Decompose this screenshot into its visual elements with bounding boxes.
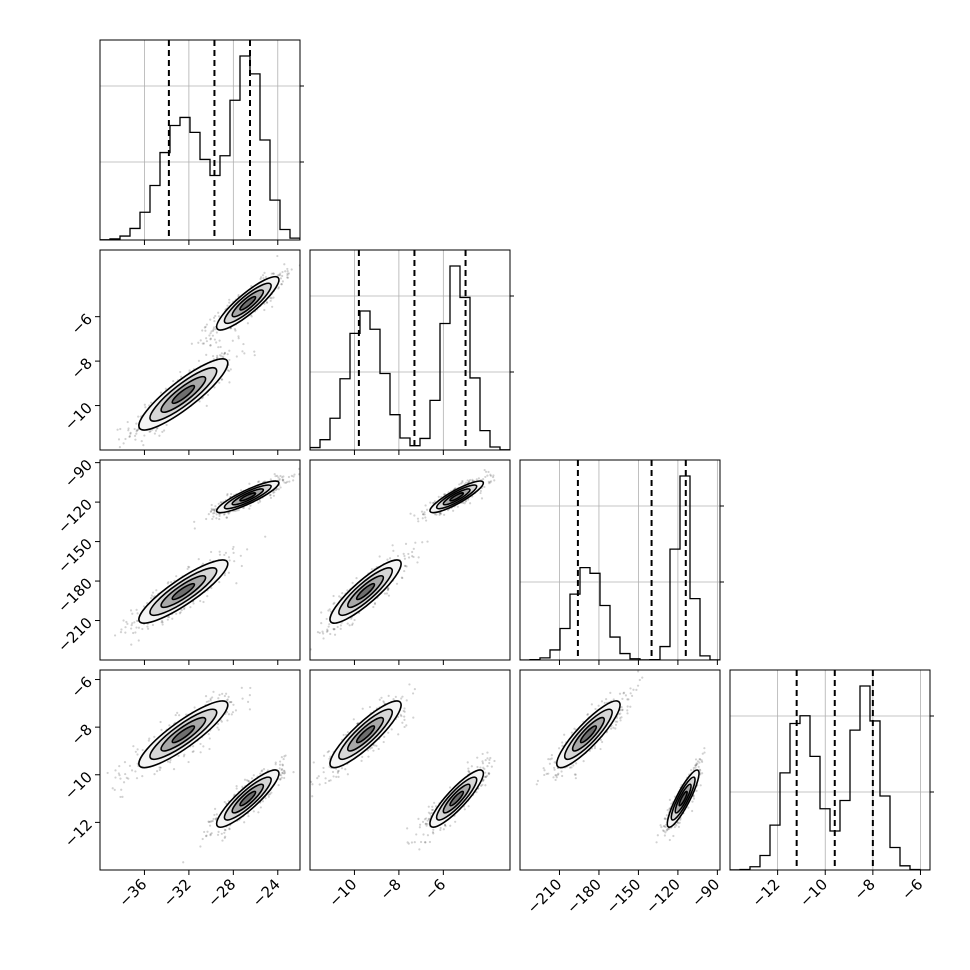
contour-3-1-0-3	[355, 725, 376, 744]
panel-frame	[309, 249, 511, 451]
histogram-0	[100, 55, 300, 240]
x-tick-label: −6	[898, 875, 926, 903]
y-tick-label: −8	[68, 354, 96, 382]
panel-frame	[99, 459, 301, 661]
contour-3-1-1-3	[449, 790, 465, 807]
contour-3-0-0-3	[171, 725, 196, 744]
x-tick-label: −12	[749, 875, 784, 910]
contour-2-0-0-3	[171, 582, 196, 601]
y-tick-label: −6	[68, 673, 96, 701]
panel-2-1	[309, 459, 511, 665]
x-tick-label: −210	[524, 875, 566, 917]
y-tick-label: −12	[61, 816, 96, 851]
panel-3-0: −36 −32 −28 −24 −12 −10 −8 −6	[61, 669, 301, 910]
x-tick-label: −90	[688, 875, 723, 910]
histogram-1	[310, 265, 510, 450]
contour-3-0-1-3	[239, 790, 257, 807]
contour-2-0-1-3	[239, 492, 257, 502]
panel-1-0: −10 −8 −6	[61, 249, 301, 455]
panel-frame	[99, 669, 301, 871]
contour-1-0-1-3	[239, 295, 257, 311]
panel-frame	[729, 669, 931, 871]
contour-2-1-1-3	[449, 492, 465, 502]
panel-0-0	[99, 39, 304, 245]
x-tick-label: −180	[563, 875, 605, 917]
x-tick-label: −120	[642, 875, 684, 917]
y-tick-label: −10	[61, 399, 96, 434]
y-tick-label: −8	[68, 720, 96, 748]
contour-2-1-0-3	[355, 582, 376, 601]
x-tick-label: −28	[204, 875, 239, 910]
y-tick-label: −6	[68, 310, 96, 338]
histogram-3	[730, 685, 930, 870]
x-tick-label: −24	[249, 875, 284, 910]
panel-frame	[309, 459, 511, 661]
histogram-2	[520, 475, 720, 660]
y-tick-label: −120	[54, 495, 96, 537]
x-tick-label: −150	[603, 875, 645, 917]
panel-frame	[519, 669, 721, 871]
x-tick-label: −36	[115, 875, 150, 910]
panel-3-2: −210−180−150−120 −90	[519, 669, 723, 917]
panel-frame	[519, 459, 721, 661]
x-tick-label: −10	[325, 875, 360, 910]
x-tick-label: −8	[850, 875, 878, 903]
panel-frame	[99, 39, 301, 241]
panel-frame	[99, 249, 301, 451]
x-tick-label: −10	[796, 875, 831, 910]
x-tick-label: −32	[160, 875, 195, 910]
y-tick-label: −180	[54, 574, 96, 616]
panel-2-2	[519, 459, 724, 665]
contour-1-0-0-3	[171, 384, 196, 405]
panel-3-1: −10 −8 −6	[309, 669, 511, 910]
panel-1-1	[309, 249, 514, 455]
y-tick-label: −90	[61, 456, 96, 491]
y-tick-label: −10	[61, 768, 96, 803]
y-tick-label: −150	[54, 535, 96, 577]
contour-3-2-0-3	[579, 725, 598, 744]
x-tick-label: −8	[377, 875, 405, 903]
panel-2-0: −90 −120−150−180−210	[54, 456, 301, 665]
panel-frame	[309, 669, 511, 871]
contour-3-2-1-3	[678, 790, 688, 807]
y-tick-label: −210	[54, 614, 96, 656]
panel-3-3: −12 −10 −8 −6	[729, 669, 934, 910]
x-tick-label: −6	[421, 875, 449, 903]
